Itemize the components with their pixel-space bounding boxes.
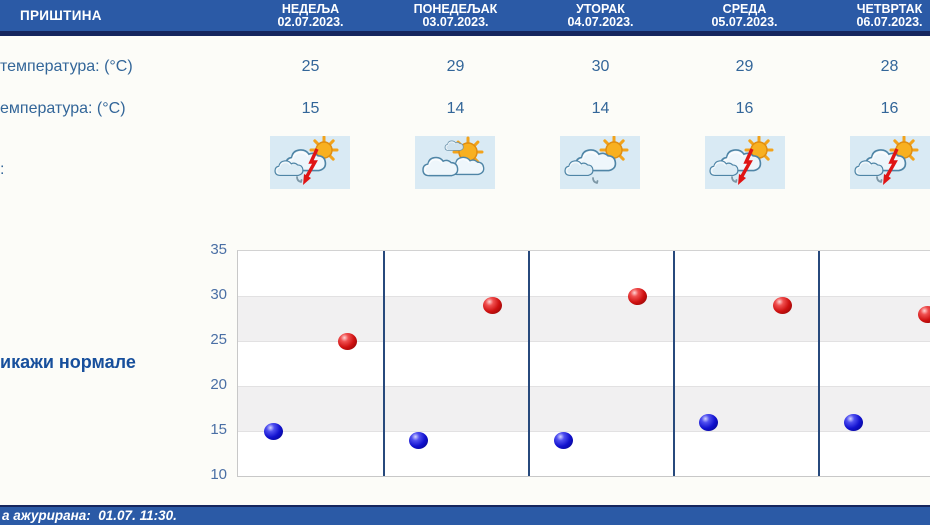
chart-gridline [238,431,930,432]
day-date: 04.07.2023. [567,15,634,29]
chart-band [238,386,930,431]
chart-gridline [238,386,930,387]
max-temp-value: 25 [301,58,320,75]
max-temp-value: 29 [735,58,754,75]
lightning-icon [738,148,754,185]
weather-row-label: : [0,161,5,178]
min-temp-value: 15 [301,100,320,117]
max-temperature-dot [773,296,792,314]
weather-icon-thunderstorm-sun [270,135,350,189]
max-temp-row-label: температура: (°C) [0,58,133,75]
footer-bar: а ажурирана: 01.07. 11:30. [0,507,930,525]
day-name: ПОНЕДЕЉАК [413,2,498,16]
day-name: СРЕДА [722,2,767,16]
min-temperature-dot [699,413,718,431]
chart-y-tick-label: 10 [210,466,227,483]
station-name: ПРИШТИНА [20,8,102,23]
max-temperature-dot [338,332,357,350]
chart-day-separator [817,251,820,476]
min-temp-row-label: емпература: (°C) [0,100,126,117]
chart-plot [237,250,930,477]
footer-divider [0,505,930,507]
show-normals-link[interactable]: икажи нормале [0,352,136,372]
header-bar [0,0,930,31]
weather-icon-thunderstorm-sun [705,135,785,189]
lightning-icon [303,148,319,185]
day-date: 05.07.2023. [711,15,778,29]
chart-band [238,296,930,341]
chart-day-separator [382,251,385,476]
chart-y-tick-label: 30 [210,286,227,303]
weather-icon-rain-sun [560,135,640,189]
max-temperature-dot [483,296,502,314]
raindrop-icon [731,176,738,183]
cloud-icon [444,140,464,151]
chart-y-tick-label: 15 [210,421,227,438]
chart-day-separator [527,251,530,476]
day-date: 02.07.2023. [277,15,344,29]
max-temp-value: 29 [446,58,465,75]
weather-icon-partly-cloudy [415,136,495,189]
day-header-monday: ПОНЕДЕЉАК 03.07.2023. [383,0,528,31]
min-temperature-dot [844,413,863,431]
chart-gridline [238,296,930,297]
day-header-thursday: ЧЕТВРТАК 06.07.2023. [817,0,930,31]
lightning-icon [883,148,899,185]
min-temp-value: 16 [735,100,754,117]
min-temp-value: 16 [880,100,899,117]
max-temperature-dot [918,305,930,323]
day-name: УТОРАК [576,2,625,16]
chart-y-tick-label: 20 [210,376,227,393]
header-divider [0,31,930,36]
max-temp-value: 28 [880,58,899,75]
min-temperature-dot [264,422,283,440]
raindrop-icon [592,177,599,184]
cloud-icon [422,156,459,177]
chart-y-tick-label: 35 [210,241,227,258]
min-temperature-dot [554,431,573,449]
min-temp-value: 14 [446,100,465,117]
day-date: 06.07.2023. [856,15,923,29]
day-name: ЧЕТВРТАК [856,2,923,16]
cloud-icon [274,160,304,176]
chart-day-separator [672,251,675,476]
weather-icon-thunderstorm-sun [850,135,930,189]
min-temperature-dot [409,431,428,449]
max-temperature-dot [628,287,647,305]
chart-y-tick-label: 25 [210,331,227,348]
updated-timestamp: а ажурирана: 01.07. 11:30. [2,508,177,523]
chart-gridline [238,341,930,342]
day-name: НЕДЕЉА [281,2,340,16]
day-header-tuesday: УТОРАК 04.07.2023. [528,0,673,31]
day-header-wednesday: СРЕДА 05.07.2023. [672,0,817,31]
day-date: 03.07.2023. [422,15,489,29]
cloud-icon [709,160,739,176]
raindrop-icon [876,176,883,183]
min-temp-value: 14 [591,100,610,117]
raindrop-icon [296,176,303,183]
day-header-sunday: НЕДЕЉА 02.07.2023. [238,0,383,31]
cloud-icon [564,160,594,176]
max-temp-value: 30 [591,58,610,75]
cloud-icon [854,160,884,176]
